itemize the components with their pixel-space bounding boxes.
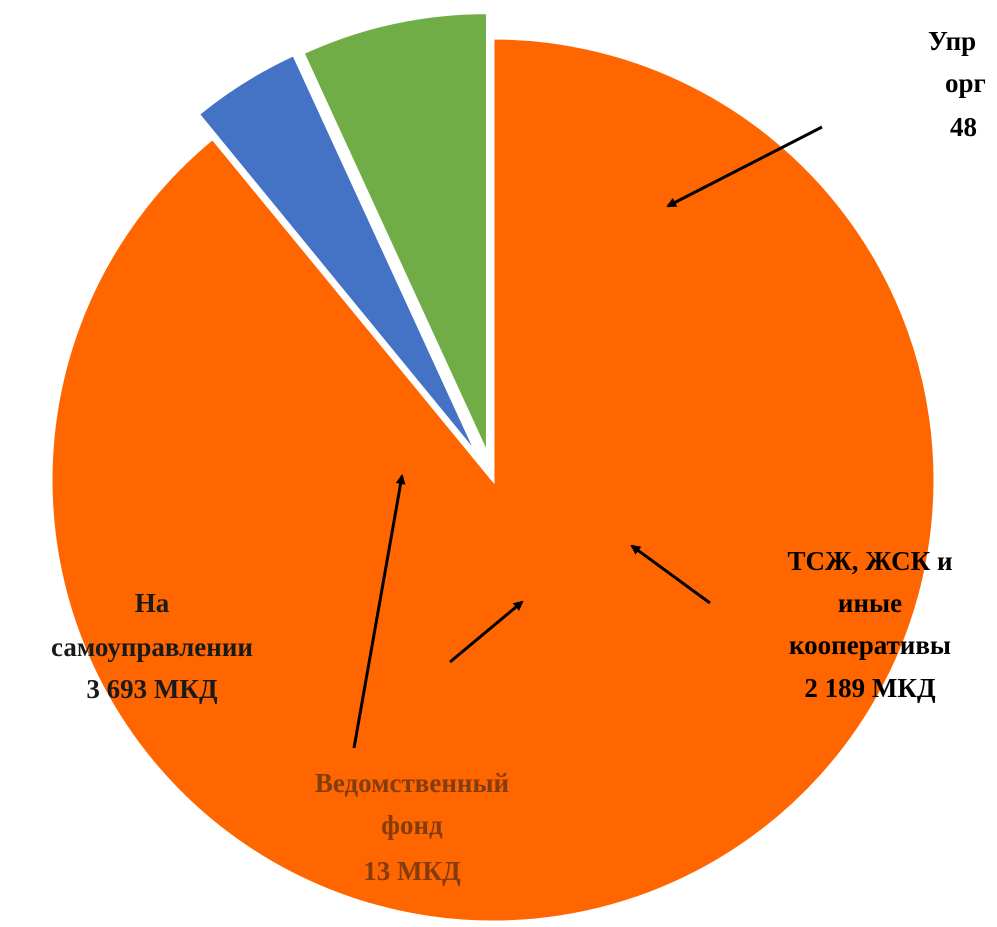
arrow [449,600,524,664]
labels: Упр орг 48 Ведомственный фонд 13 МКД ТСЖ, ЖСК … [51,26,986,886]
slice-label: Ведомственный [315,768,509,798]
value-label: 3 693 МКД [86,674,218,704]
pie-slice [49,36,937,924]
arrow [352,474,406,749]
value-label: 48 [950,112,977,142]
slice-label: орг [945,68,986,98]
arrows [352,125,823,749]
pie-slice [300,11,489,456]
slice-label: иные [838,588,902,618]
slice-label: самоуправлении [51,632,253,662]
arrow [666,125,823,208]
value-label: 2 189 МКД [804,673,936,703]
arrow [630,544,711,605]
value-label: 13 МКД [363,856,461,886]
slice-label: На [135,588,170,618]
slice-label: ТСЖ, ЖСК и [787,546,952,576]
slice-label: Упр [928,26,976,56]
slice-label: кооперативы [789,630,951,660]
pie [49,11,937,924]
slice-label: фонд [381,810,443,840]
pie-slice [210,135,495,481]
pie-slice [196,52,480,458]
